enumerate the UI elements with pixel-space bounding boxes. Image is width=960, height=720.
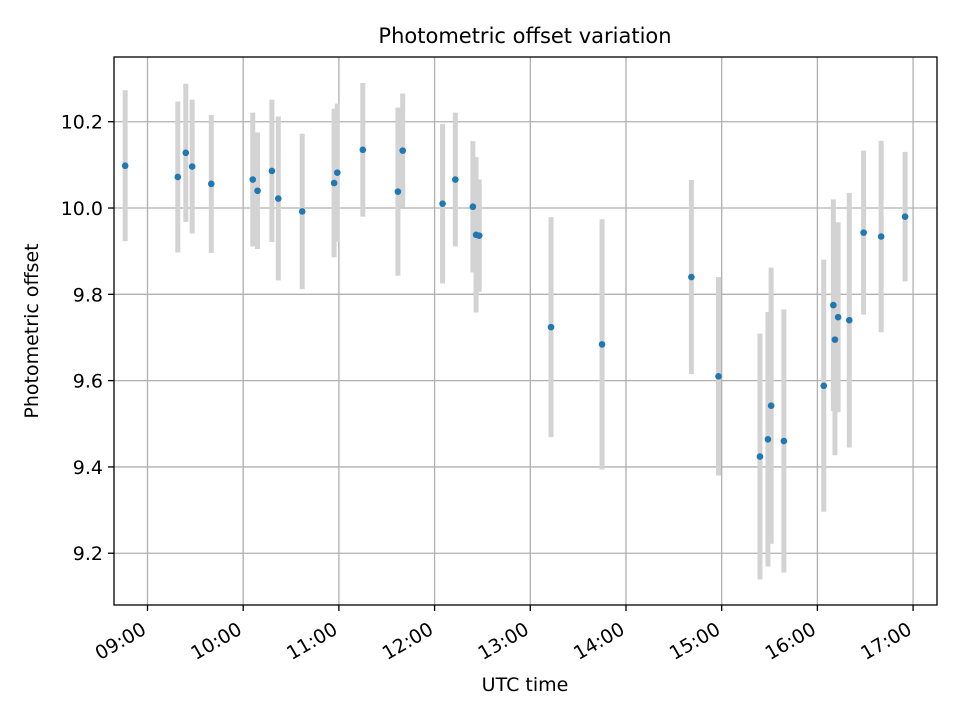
data-point <box>207 180 215 188</box>
data-point <box>188 163 196 170</box>
y-tick-label: 9.4 <box>73 457 103 479</box>
data-point <box>780 437 788 445</box>
data-point <box>820 382 828 390</box>
data-point <box>174 173 182 181</box>
y-tick-label: 9.8 <box>73 284 103 306</box>
data-point <box>764 436 772 443</box>
data-point <box>475 232 483 239</box>
data-point <box>121 162 129 170</box>
data-point <box>298 208 306 215</box>
data-point <box>274 195 282 202</box>
data-point <box>469 203 477 211</box>
data-point <box>547 323 555 331</box>
data-point <box>268 167 276 175</box>
data-point <box>834 313 842 321</box>
data-point <box>330 179 338 187</box>
data-point <box>394 188 402 195</box>
data-point <box>254 187 261 195</box>
data-point <box>756 453 764 460</box>
data-point <box>182 149 190 157</box>
data-point <box>715 373 722 380</box>
y-tick-label: 10.2 <box>61 112 103 134</box>
data-point <box>688 273 695 281</box>
y-axis: 9.2 9.4 9.6 9.8 10.0 10.2 <box>61 112 114 565</box>
data-point <box>333 169 341 176</box>
data-point <box>359 146 367 154</box>
data-point <box>901 213 909 220</box>
plot-frame <box>113 56 938 606</box>
data-point <box>845 316 853 324</box>
chart-title: Photometric offset variation <box>378 24 671 48</box>
data-point <box>767 402 775 409</box>
x-axis-label: UTC time <box>482 674 569 696</box>
data-point <box>249 176 257 183</box>
y-tick-label: 9.2 <box>73 543 103 565</box>
data-point <box>830 301 837 309</box>
y-tick-label: 10.0 <box>61 198 103 220</box>
data-point <box>831 336 839 343</box>
y-tick-label: 9.6 <box>73 371 103 393</box>
data-point <box>439 200 446 208</box>
data-point <box>452 176 459 183</box>
data-points <box>121 146 909 460</box>
data-point <box>860 229 867 236</box>
data-point <box>598 341 606 348</box>
data-point <box>877 233 885 240</box>
y-axis-label: Photometric offset <box>21 243 43 418</box>
data-point <box>399 147 406 154</box>
